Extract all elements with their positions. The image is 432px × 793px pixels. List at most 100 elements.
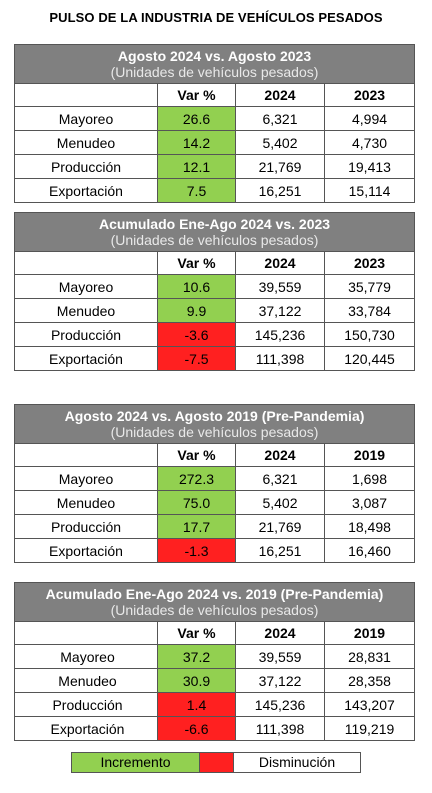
table-title: Agosto 2024 vs. Agosto 2019 (Pre-Pandemi…: [64, 408, 365, 424]
value-cell: 120,445: [323, 346, 416, 371]
table-row: Producción 17.7 21,769 18,498: [14, 514, 415, 539]
table-row: Producción 12.1 21,769 19,413: [14, 154, 416, 179]
value-cell: 6,321: [235, 106, 325, 131]
var-cell: 7.5: [157, 178, 236, 203]
var-cell: 26.6: [157, 106, 236, 131]
var-cell: 9.9: [157, 298, 236, 323]
table-header: Agosto 2024 vs. Agosto 2019 (Pre-Pandemi…: [14, 404, 415, 444]
col-header-var: Var %: [157, 83, 236, 107]
var-cell: -6.6: [157, 716, 236, 741]
col-header-year-a: 2024: [235, 251, 325, 275]
table-subtitle: (Unidades de vehículos pesados): [110, 64, 319, 80]
row-label: Producción: [14, 514, 158, 539]
row-label: Exportación: [14, 716, 158, 741]
table-row: Producción 1.4 145,236 143,207: [14, 692, 415, 717]
value-cell: 15,114: [323, 178, 416, 203]
table-row: Mayoreo 272.3 6,321 1,698: [14, 466, 415, 491]
value-cell: 143,207: [324, 692, 415, 717]
value-cell: 37,122: [235, 298, 325, 323]
value-cell: 18,498: [324, 514, 415, 539]
legend-decrease-swatch: [200, 752, 234, 773]
value-cell: 19,413: [323, 154, 416, 179]
table-row: Exportación 7.5 16,251 15,114: [14, 178, 416, 203]
value-cell: 28,831: [324, 644, 415, 669]
value-cell: 4,994: [323, 106, 416, 131]
value-cell: 35,779: [323, 274, 416, 299]
var-cell: 75.0: [157, 490, 236, 515]
value-cell: 39,559: [235, 274, 325, 299]
row-label: Mayoreo: [14, 466, 158, 491]
value-cell: 111,398: [235, 346, 325, 371]
col-header-var: Var %: [157, 443, 236, 467]
var-cell: 14.2: [157, 130, 236, 155]
var-cell: 1.4: [157, 692, 236, 717]
value-cell: 6,321: [235, 466, 325, 491]
var-cell: 10.6: [157, 274, 236, 299]
value-cell: 119,219: [324, 716, 415, 741]
var-cell: 12.1: [157, 154, 236, 179]
table-row: Menudeo 14.2 5,402 4,730: [14, 130, 416, 155]
var-cell: -3.6: [157, 322, 236, 347]
col-header-var: Var %: [157, 621, 236, 645]
value-cell: 33,784: [323, 298, 416, 323]
col-header-year-b: 2019: [324, 621, 415, 645]
row-label: Producción: [14, 692, 158, 717]
value-cell: 5,402: [235, 130, 325, 155]
table-row: Exportación -7.5 111,398 120,445: [14, 346, 416, 371]
value-cell: 21,769: [235, 154, 325, 179]
corner-cell: [14, 443, 158, 467]
value-cell: 16,251: [235, 538, 325, 563]
table-header: Acumulado Ene-Ago 2024 vs. 2023 (Unidade…: [13, 212, 416, 252]
table-row: Producción -3.6 145,236 150,730: [14, 322, 416, 347]
col-header-year-a: 2024: [235, 621, 325, 645]
col-header-year-b: 2023: [323, 83, 416, 107]
value-cell: 145,236: [235, 322, 325, 347]
row-label: Mayoreo: [14, 106, 158, 131]
table-subtitle: (Unidades de vehículos pesados): [110, 232, 319, 248]
col-header-year-b: 2019: [324, 443, 415, 467]
var-cell: -1.3: [157, 538, 236, 563]
value-cell: 39,559: [235, 644, 325, 669]
value-cell: 111,398: [235, 716, 325, 741]
table-header: Acumulado Ene-Ago 2024 vs. 2019 (Pre-Pan…: [14, 582, 415, 622]
legend: Incremento Disminución: [71, 752, 361, 773]
table-agosto-2024-vs-2019: Agosto 2024 vs. Agosto 2019 (Pre-Pandemi…: [14, 404, 415, 563]
col-header-var: Var %: [157, 251, 236, 275]
row-label: Producción: [14, 154, 158, 179]
table-row: Menudeo 9.9 37,122 33,784: [14, 298, 416, 323]
table-row: Mayoreo 26.6 6,321 4,994: [14, 106, 416, 131]
legend-decrease-label: Disminución: [234, 752, 361, 773]
row-label: Menudeo: [14, 668, 158, 693]
col-header-year-a: 2024: [235, 443, 325, 467]
table-row: Menudeo 30.9 37,122 28,358: [14, 668, 415, 693]
table-header: Agosto 2024 vs. Agosto 2023 (Unidades de…: [13, 44, 416, 84]
legend-increase: Incremento: [71, 752, 200, 773]
row-label: Exportación: [14, 178, 158, 203]
var-cell: 37.2: [157, 644, 236, 669]
table-title: Acumulado Ene-Ago 2024 vs. 2019 (Pre-Pan…: [45, 586, 384, 602]
table-agosto-2024-vs-2023: Agosto 2024 vs. Agosto 2023 (Unidades de…: [13, 44, 416, 203]
table-acumulado-2024-vs-2019: Acumulado Ene-Ago 2024 vs. 2019 (Pre-Pan…: [14, 582, 415, 741]
value-cell: 5,402: [235, 490, 325, 515]
var-cell: 30.9: [157, 668, 236, 693]
value-cell: 21,769: [235, 514, 325, 539]
value-cell: 16,251: [235, 178, 325, 203]
row-label: Exportación: [14, 346, 158, 371]
row-label: Menudeo: [14, 298, 158, 323]
corner-cell: [14, 251, 158, 275]
table-acumulado-2024-vs-2023: Acumulado Ene-Ago 2024 vs. 2023 (Unidade…: [13, 212, 416, 371]
corner-cell: [14, 621, 158, 645]
row-label: Producción: [14, 322, 158, 347]
table-row: Mayoreo 10.6 39,559 35,779: [14, 274, 416, 299]
table-title: Acumulado Ene-Ago 2024 vs. 2023: [98, 216, 331, 232]
table-row: Exportación -1.3 16,251 16,460: [14, 538, 415, 563]
value-cell: 150,730: [323, 322, 416, 347]
value-cell: 16,460: [324, 538, 415, 563]
row-label: Exportación: [14, 538, 158, 563]
row-label: Menudeo: [14, 490, 158, 515]
value-cell: 28,358: [324, 668, 415, 693]
table-row: Exportación -6.6 111,398 119,219: [14, 716, 415, 741]
table-subtitle: (Unidades de vehículos pesados): [110, 424, 319, 440]
col-header-year-a: 2024: [235, 83, 325, 107]
table-title: Agosto 2024 vs. Agosto 2023: [117, 48, 312, 64]
